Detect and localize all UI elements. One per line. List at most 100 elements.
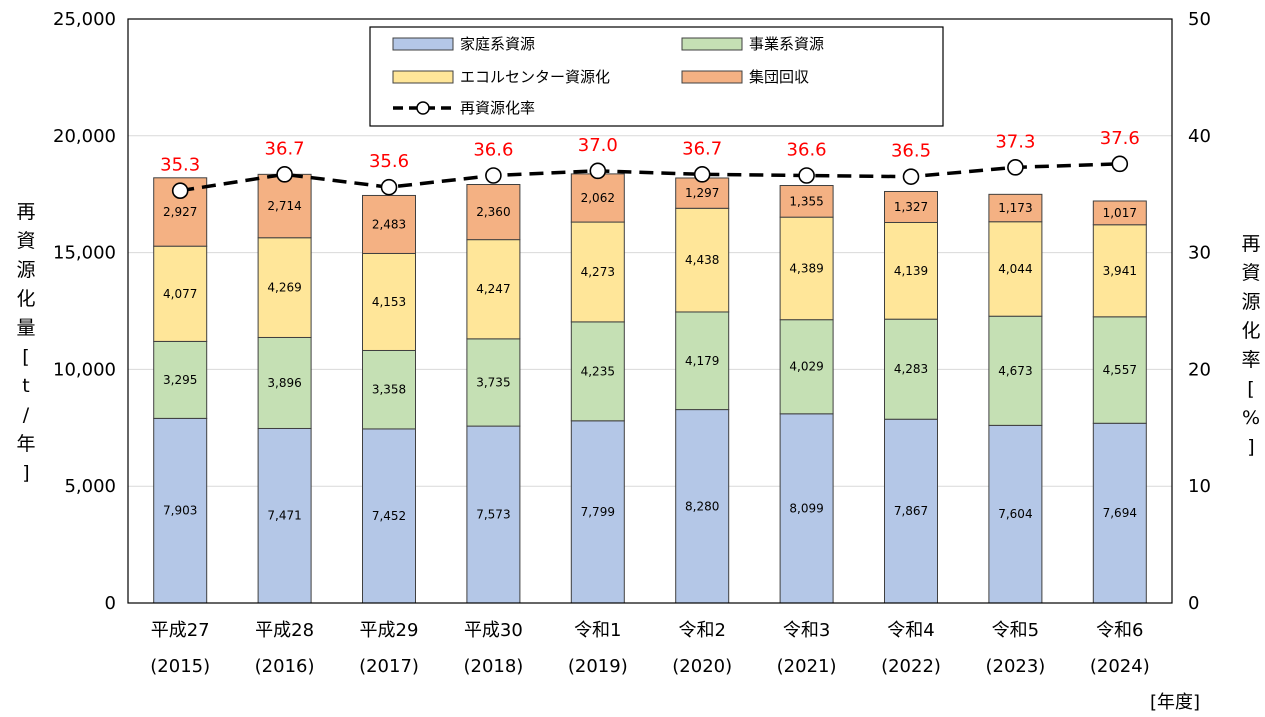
bar-value-label: 4,283 [894,362,928,376]
bar-segment [257,427,312,604]
bar-value-label: 8,280 [685,499,719,513]
bar-segment [153,245,208,342]
bar-segment [257,336,312,429]
bar-segment [570,173,625,223]
x-axis-unit: [年度] [1150,692,1200,713]
y-right-tick-label: 10 [1188,476,1211,497]
bar-value-label: 2,483 [372,217,406,231]
bar-segment [570,321,625,422]
bar-value-label: 1,355 [789,194,823,208]
x-tick-label: 令和4 [887,620,934,641]
bar-segment [779,413,834,604]
bar-value-label: 3,896 [267,376,301,390]
bar-segment [570,420,625,604]
rate-marker [1007,159,1024,176]
bar-segment [988,315,1043,426]
rate-value-label: 35.3 [160,155,200,176]
bar-value-label: 1,297 [685,186,719,200]
legend-swatch [392,37,454,51]
y-left-tick-label: 10,000 [53,359,116,380]
bar-value-label: 4,077 [163,287,197,301]
bar-value-label: 7,867 [894,504,928,518]
bar-value-label: 4,557 [1103,363,1137,377]
x-tick-label-year: (2021) [777,656,837,677]
rate-value-label: 36.6 [787,140,827,161]
bar-segment [988,193,1043,223]
legend-swatch [392,70,454,84]
bar-segment [362,194,416,254]
x-tick-label: 平成28 [255,620,314,641]
rate-value-label: 36.7 [265,138,305,159]
bar-segment [570,221,625,323]
x-tick-label: 令和6 [1096,620,1143,641]
bar-segment [466,184,521,241]
legend-label: エコルセンター資源化 [460,68,610,86]
rate-value-label: 36.5 [891,141,931,162]
y-left-tick-label: 15,000 [53,243,116,264]
bar-segment [675,177,730,209]
x-tick-label-year: (2023) [985,656,1045,677]
y-right-axis-title: 再資源化率[%] [1241,233,1260,458]
y-left-axis-title: 再資源化量[t/年] [16,201,35,484]
y-right-tick-label: 0 [1188,593,1199,614]
bar-value-label: 1,017 [1103,206,1137,220]
bar-value-label: 4,438 [685,253,719,267]
legend-marker [416,101,430,115]
bar-value-label: 7,471 [267,509,301,523]
bar-value-label: 7,903 [163,504,197,518]
bar-value-label: 4,269 [267,281,301,295]
legend-label: 事業系資源 [749,35,824,53]
bar-value-label: 7,604 [998,507,1032,521]
x-tick-label-year: (2017) [359,656,419,677]
bar-value-label: 3,735 [476,375,510,389]
rate-marker [276,166,293,183]
rate-value-label: 37.3 [995,131,1035,152]
rate-marker [380,178,398,196]
bar-value-label: 4,273 [581,265,615,279]
bar-segment [362,252,416,351]
bar-value-label: 4,673 [998,364,1032,378]
bar-value-label: 1,327 [894,200,928,214]
y-right-tick-label: 50 [1188,9,1211,30]
rate-line [179,162,1120,193]
bar-segment [884,190,938,223]
bar-value-label: 2,062 [581,191,615,205]
bar-segment [1092,200,1147,226]
rate-line-series: 35.3 36.7 35.6 36.6 37.0 36.7 36.6 36.5 37.3 37.6 [160,128,1140,199]
x-tick-label: 平成30 [464,620,523,641]
bar-segment [779,185,834,218]
legend-box [369,26,944,127]
bar-value-label: 4,029 [789,360,823,374]
bar-segment [153,417,208,604]
y-right-tick-label: 20 [1188,359,1211,380]
bar-value-label: 4,247 [476,282,510,296]
bar-segment [257,173,312,239]
bar-segment [675,311,730,411]
x-tick-label-year: (2019) [568,656,628,677]
rate-marker [171,182,189,199]
y-left-tick-label: 25,000 [53,9,116,30]
x-tick-label: 令和3 [783,620,830,641]
rate-marker [693,166,711,183]
bar-value-label: 2,714 [267,199,301,213]
rate-marker [589,162,607,180]
x-tick-label-year: (2022) [881,656,941,677]
x-tick-label-year: (2016) [255,656,315,677]
x-tick-label-year: (2024) [1090,656,1150,677]
bar-segment [257,237,312,338]
bar-value-label: 7,452 [372,509,406,523]
rate-value-label: 37.0 [578,135,618,156]
bar-value-label: 4,389 [789,261,823,275]
legend-label: 家庭系資源 [460,35,535,53]
bar-segment [779,319,834,415]
axes: 0 5,000 10,000 15,000 20,000 25,000 0 10 20 30 40 5… [16,9,1260,713]
x-tick-label: 令和2 [678,620,725,641]
x-tick-label-year: (2020) [672,656,732,677]
x-tick-label: 平成29 [360,620,419,641]
x-tick-label-year: (2015) [150,656,210,677]
bar-value-label: 4,153 [372,295,406,309]
rate-value-label: 35.6 [369,151,409,172]
legend-label: 再資源化率 [460,99,535,117]
